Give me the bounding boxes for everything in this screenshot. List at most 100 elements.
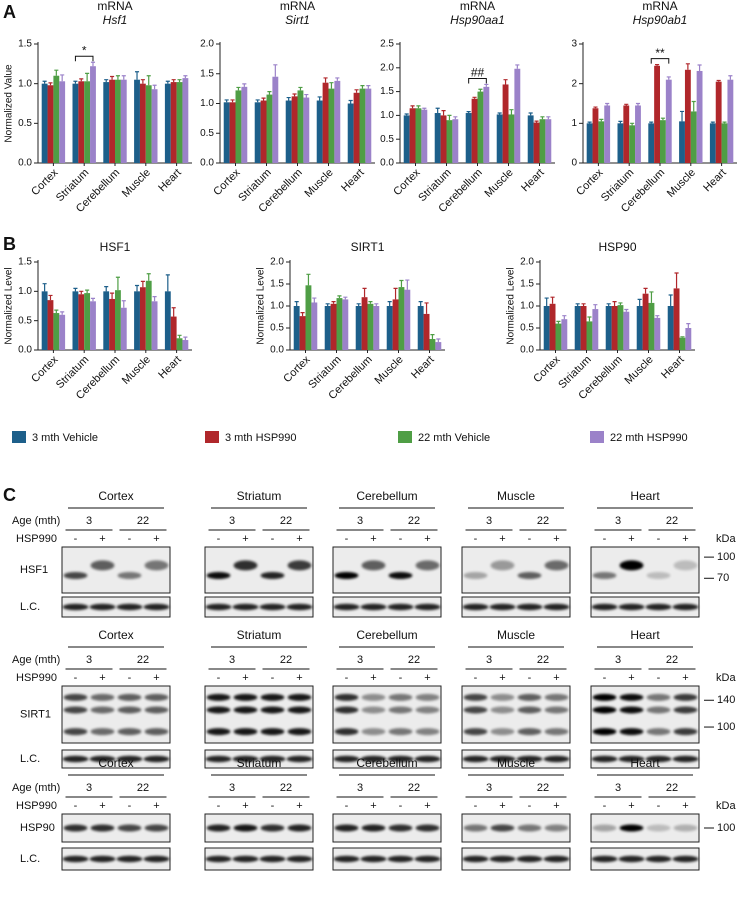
bar (297, 90, 304, 163)
bar (120, 79, 127, 163)
loading-band (360, 603, 387, 611)
bar (604, 105, 611, 163)
bar (355, 306, 362, 350)
error-bar (294, 301, 299, 306)
band (490, 560, 515, 571)
bar (586, 123, 593, 163)
error-bar (686, 323, 691, 328)
chart-title: mRNA (460, 0, 495, 13)
loading-blot (204, 847, 314, 871)
band (592, 824, 617, 832)
error-bar (618, 302, 623, 306)
y-tick-label: 1.5 (380, 86, 394, 97)
chart-subtitle: Hsf1 (103, 13, 128, 27)
age-value: 22 (280, 654, 292, 666)
protein-label: SIRT1 (20, 708, 51, 720)
treatment-value: + (499, 800, 505, 812)
error-bar (716, 79, 721, 82)
loading-band (387, 755, 414, 763)
treatment-value: - (128, 800, 132, 812)
band (63, 693, 88, 701)
band (63, 572, 88, 580)
age-value: 22 (408, 654, 420, 666)
bar (539, 119, 546, 163)
band (361, 693, 386, 701)
bar (109, 79, 115, 163)
annotation: ** (655, 46, 665, 60)
age-value: 22 (666, 515, 678, 527)
error-bar (356, 303, 361, 306)
treatment-value: + (553, 672, 559, 684)
bar (115, 79, 121, 163)
band (517, 706, 542, 714)
age-value: 22 (280, 515, 292, 527)
error-bar (478, 88, 483, 92)
loading-band (516, 855, 543, 863)
error-bar (599, 118, 604, 122)
band (415, 728, 440, 736)
error-bar (550, 296, 555, 304)
x-tick-label: Muscle (623, 354, 656, 387)
y-tick-label: 2.5 (380, 39, 394, 50)
band (206, 824, 231, 832)
bar (316, 100, 323, 163)
loading-band (591, 603, 618, 611)
error-bar (255, 99, 260, 103)
loading-band (462, 603, 489, 611)
band (334, 572, 359, 580)
treatment-label: HSP990 (16, 533, 57, 545)
treatment-value: + (153, 800, 159, 812)
bar (685, 328, 692, 350)
age-value: 22 (280, 782, 292, 794)
significance-bracket (74, 55, 94, 62)
bar (241, 86, 248, 163)
error-bar (335, 77, 340, 81)
treatment-value: + (682, 800, 688, 812)
chart-title: mRNA (97, 0, 132, 13)
panel-letter: A (3, 2, 16, 22)
bar (103, 82, 110, 163)
bar (53, 313, 60, 350)
tissue-label: Cortex (98, 489, 133, 503)
bar (623, 105, 630, 163)
band (517, 728, 542, 736)
x-tick-label: Muscle (483, 167, 516, 200)
band (490, 706, 515, 714)
band (415, 824, 440, 832)
y-tick-label: 1.5 (18, 39, 32, 50)
error-bar (325, 303, 330, 306)
loading-band (489, 855, 516, 863)
tissue-label: Heart (630, 489, 660, 503)
treatment-value: - (217, 533, 221, 545)
bar (635, 105, 641, 163)
error-bar (134, 71, 140, 80)
y-axis-label: Normalized Value (4, 64, 15, 143)
x-tick-label: Heart (339, 167, 367, 195)
loading-band (232, 603, 259, 611)
bar (266, 94, 273, 163)
bar (229, 102, 236, 163)
tissue-label: Cerebellum (356, 756, 417, 770)
loading-band (333, 755, 360, 763)
loading-band (618, 603, 645, 611)
bar (311, 302, 318, 350)
bar (41, 83, 48, 163)
error-bar (635, 102, 641, 106)
y-tick-label: 0.5 (18, 118, 32, 129)
y-axis-label: Normalized Level (506, 267, 517, 344)
kda-label: kDa (716, 672, 736, 684)
y-tick-label: 0.5 (200, 128, 214, 139)
tissue-label: Cortex (98, 756, 133, 770)
error-bar (362, 287, 367, 298)
band (463, 693, 488, 701)
loading-blot (61, 596, 171, 618)
y-tick-label: 2.0 (270, 257, 284, 268)
treatment-value: + (370, 672, 376, 684)
error-bar (146, 273, 151, 281)
band (144, 728, 169, 736)
tissue-label: Muscle (497, 756, 535, 770)
bar (164, 83, 171, 163)
treatment-value: - (128, 672, 132, 684)
treatment-value: - (474, 672, 478, 684)
